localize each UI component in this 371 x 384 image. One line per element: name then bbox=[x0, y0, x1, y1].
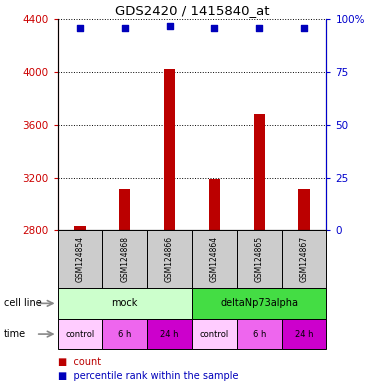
Text: control: control bbox=[200, 329, 229, 339]
Bar bbox=[147, 319, 192, 349]
Text: 24 h: 24 h bbox=[295, 329, 313, 339]
Text: GSM124866: GSM124866 bbox=[165, 236, 174, 282]
Point bbox=[167, 23, 173, 29]
Text: time: time bbox=[4, 329, 26, 339]
Text: 24 h: 24 h bbox=[160, 329, 179, 339]
Bar bbox=[237, 230, 282, 288]
Bar bbox=[282, 230, 326, 288]
Bar bbox=[298, 189, 310, 230]
Bar bbox=[147, 230, 192, 288]
Bar bbox=[192, 288, 326, 319]
Point bbox=[211, 25, 217, 31]
Bar bbox=[192, 319, 237, 349]
Text: deltaNp73alpha: deltaNp73alpha bbox=[220, 298, 298, 308]
Bar bbox=[58, 319, 102, 349]
Bar bbox=[102, 319, 147, 349]
Text: ■  percentile rank within the sample: ■ percentile rank within the sample bbox=[58, 371, 238, 381]
Bar bbox=[164, 70, 175, 230]
Point bbox=[301, 25, 307, 31]
Text: GSM124868: GSM124868 bbox=[120, 236, 129, 282]
Text: GSM124854: GSM124854 bbox=[75, 236, 85, 282]
Text: GSM124864: GSM124864 bbox=[210, 236, 219, 282]
Bar bbox=[192, 230, 237, 288]
Text: cell line: cell line bbox=[4, 298, 42, 308]
Point bbox=[77, 25, 83, 31]
Text: GSM124867: GSM124867 bbox=[299, 236, 309, 282]
Point bbox=[122, 25, 128, 31]
Bar bbox=[237, 319, 282, 349]
Bar bbox=[254, 114, 265, 230]
Bar bbox=[74, 226, 86, 230]
Point bbox=[256, 25, 262, 31]
Bar bbox=[282, 319, 326, 349]
Text: ■  count: ■ count bbox=[58, 358, 101, 367]
Text: mock: mock bbox=[112, 298, 138, 308]
Text: control: control bbox=[65, 329, 95, 339]
Bar bbox=[58, 288, 192, 319]
Text: GSM124865: GSM124865 bbox=[255, 236, 264, 282]
Title: GDS2420 / 1415840_at: GDS2420 / 1415840_at bbox=[115, 3, 269, 17]
Bar bbox=[119, 189, 130, 230]
Bar bbox=[209, 179, 220, 230]
Bar bbox=[102, 230, 147, 288]
Text: 6 h: 6 h bbox=[253, 329, 266, 339]
Bar bbox=[58, 230, 102, 288]
Text: 6 h: 6 h bbox=[118, 329, 131, 339]
